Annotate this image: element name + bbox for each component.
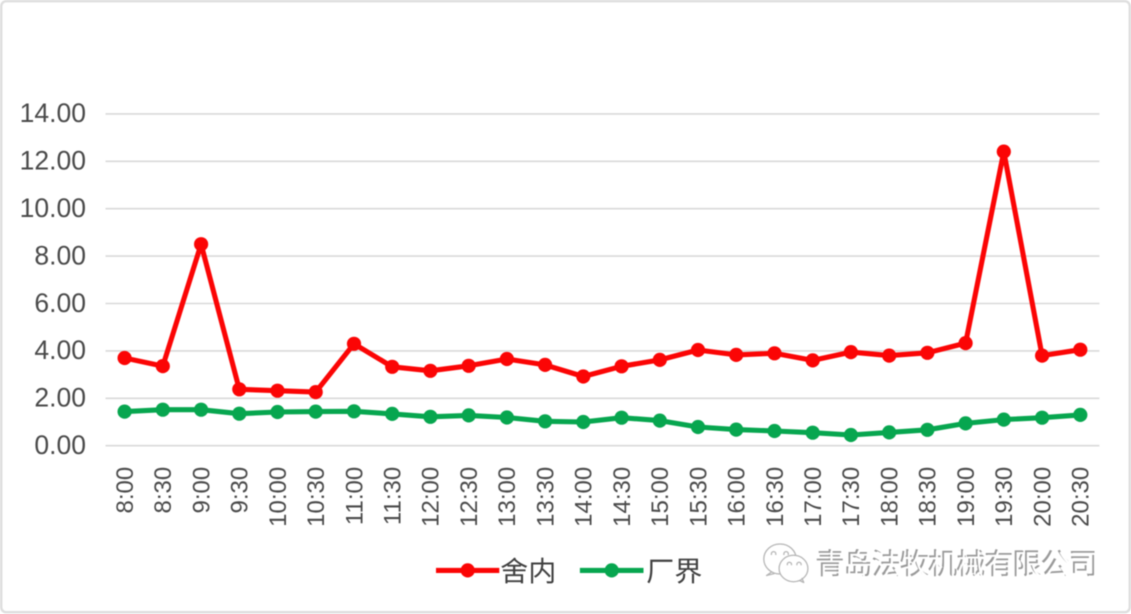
svg-text:18:00: 18:00	[877, 467, 904, 527]
svg-text:8.00: 8.00	[34, 240, 86, 270]
svg-text:20:30: 20:30	[1068, 467, 1095, 527]
svg-text:14:00: 14:00	[571, 467, 598, 527]
svg-text:8:30: 8:30	[150, 467, 177, 514]
svg-text:18:30: 18:30	[915, 467, 942, 527]
svg-text:10:30: 10:30	[303, 467, 330, 527]
svg-text:16:30: 16:30	[762, 467, 789, 527]
svg-text:15:30: 15:30	[685, 467, 712, 527]
svg-text:9:30: 9:30	[227, 467, 254, 514]
svg-text:19:00: 19:00	[953, 467, 980, 527]
svg-text:11:00: 11:00	[341, 467, 368, 525]
svg-text:13:00: 13:00	[494, 467, 521, 527]
svg-text:12:30: 12:30	[456, 467, 483, 527]
svg-text:17:00: 17:00	[800, 467, 827, 527]
svg-text:12:00: 12:00	[418, 467, 445, 527]
svg-text:15:00: 15:00	[647, 467, 674, 527]
svg-text:19:30: 19:30	[991, 467, 1018, 527]
svg-text:2.00: 2.00	[34, 383, 86, 413]
svg-text:10.00: 10.00	[20, 193, 86, 223]
svg-text:16:00: 16:00	[724, 467, 751, 527]
svg-text:10:00: 10:00	[265, 467, 292, 527]
svg-text:0.00: 0.00	[34, 430, 86, 460]
svg-text:11:30: 11:30	[380, 467, 407, 525]
svg-text:8:00: 8:00	[112, 467, 139, 514]
svg-text:14:30: 14:30	[609, 467, 636, 527]
svg-text:14.00: 14.00	[20, 98, 86, 128]
svg-text:9:00: 9:00	[188, 467, 215, 514]
svg-text:17:30: 17:30	[838, 467, 865, 527]
svg-text:12.00: 12.00	[20, 146, 86, 176]
svg-text:20:00: 20:00	[1029, 467, 1056, 527]
svg-text:4.00: 4.00	[34, 335, 86, 365]
svg-text:13:30: 13:30	[532, 467, 559, 527]
svg-text:6.00: 6.00	[34, 288, 86, 318]
